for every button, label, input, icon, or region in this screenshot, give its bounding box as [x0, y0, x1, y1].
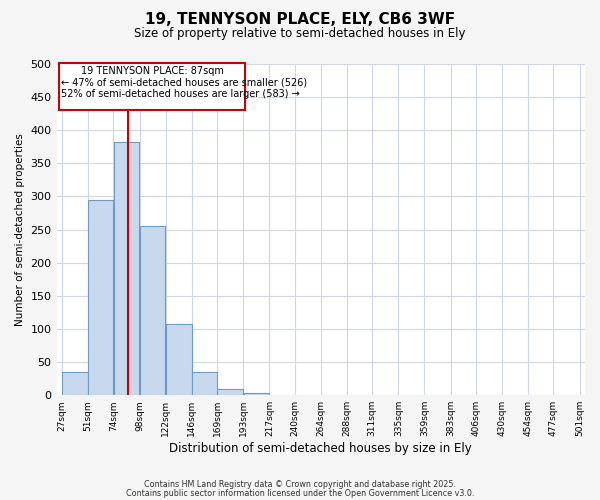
- Bar: [113, 142, 139, 395]
- Bar: [244, 393, 269, 395]
- Text: Contains HM Land Registry data © Crown copyright and database right 2025.: Contains HM Land Registry data © Crown c…: [144, 480, 456, 489]
- Text: ← 47% of semi-detached houses are smaller (526): ← 47% of semi-detached houses are smalle…: [61, 77, 307, 87]
- Bar: [192, 372, 217, 395]
- Text: Contains public sector information licensed under the Open Government Licence v3: Contains public sector information licen…: [126, 488, 474, 498]
- Text: 19, TENNYSON PLACE, ELY, CB6 3WF: 19, TENNYSON PLACE, ELY, CB6 3WF: [145, 12, 455, 28]
- Bar: [88, 200, 113, 395]
- FancyBboxPatch shape: [59, 62, 245, 110]
- X-axis label: Distribution of semi-detached houses by size in Ely: Distribution of semi-detached houses by …: [169, 442, 472, 455]
- Text: Size of property relative to semi-detached houses in Ely: Size of property relative to semi-detach…: [134, 28, 466, 40]
- Text: 52% of semi-detached houses are larger (583) →: 52% of semi-detached houses are larger (…: [61, 89, 299, 99]
- Bar: [140, 226, 166, 395]
- Bar: [217, 388, 243, 395]
- Text: 19 TENNYSON PLACE: 87sqm: 19 TENNYSON PLACE: 87sqm: [80, 66, 224, 76]
- Bar: [166, 324, 191, 395]
- Y-axis label: Number of semi-detached properties: Number of semi-detached properties: [15, 133, 25, 326]
- Bar: [62, 372, 88, 395]
